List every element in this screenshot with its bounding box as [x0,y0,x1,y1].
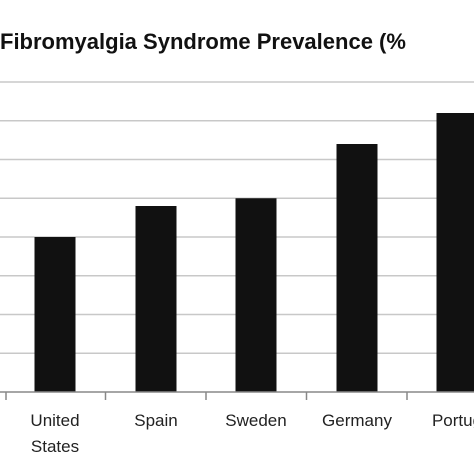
x-tick-label: Spain [134,411,177,430]
x-tick-label: United States [30,411,79,456]
bar [235,198,277,392]
bar [436,113,474,392]
chart-title: Fibromyalgia Syndrome Prevalence (% [0,29,406,54]
bar [135,206,177,392]
bar [34,237,76,392]
bar [336,144,378,392]
x-tick-label: Sweden [225,411,286,430]
x-tick-label: Portug [432,411,474,430]
x-tick-label: Germany [322,411,392,430]
bars [34,113,474,392]
